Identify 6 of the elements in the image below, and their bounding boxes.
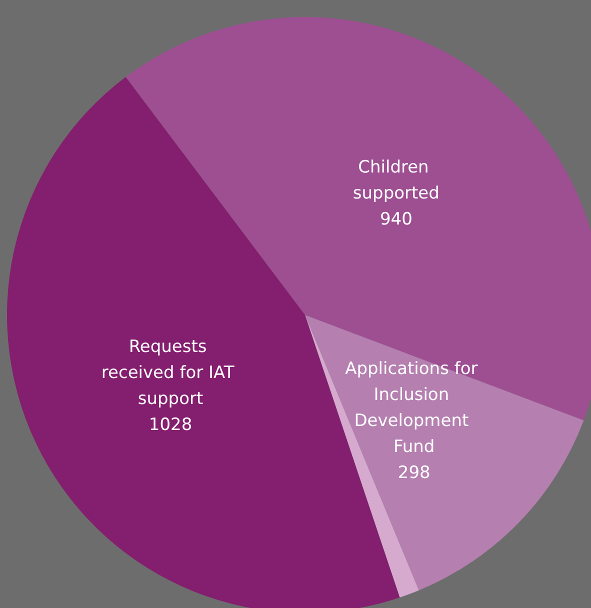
data-label: 1028: [148, 414, 192, 435]
data-label: 298: [398, 462, 430, 483]
data-label: 940: [380, 209, 412, 230]
slice-label: Applications for Inclusion Development Fund: [345, 358, 484, 457]
slice-label: Children supported: [352, 157, 440, 204]
slice-label: Requests received for IAT support: [101, 336, 240, 409]
